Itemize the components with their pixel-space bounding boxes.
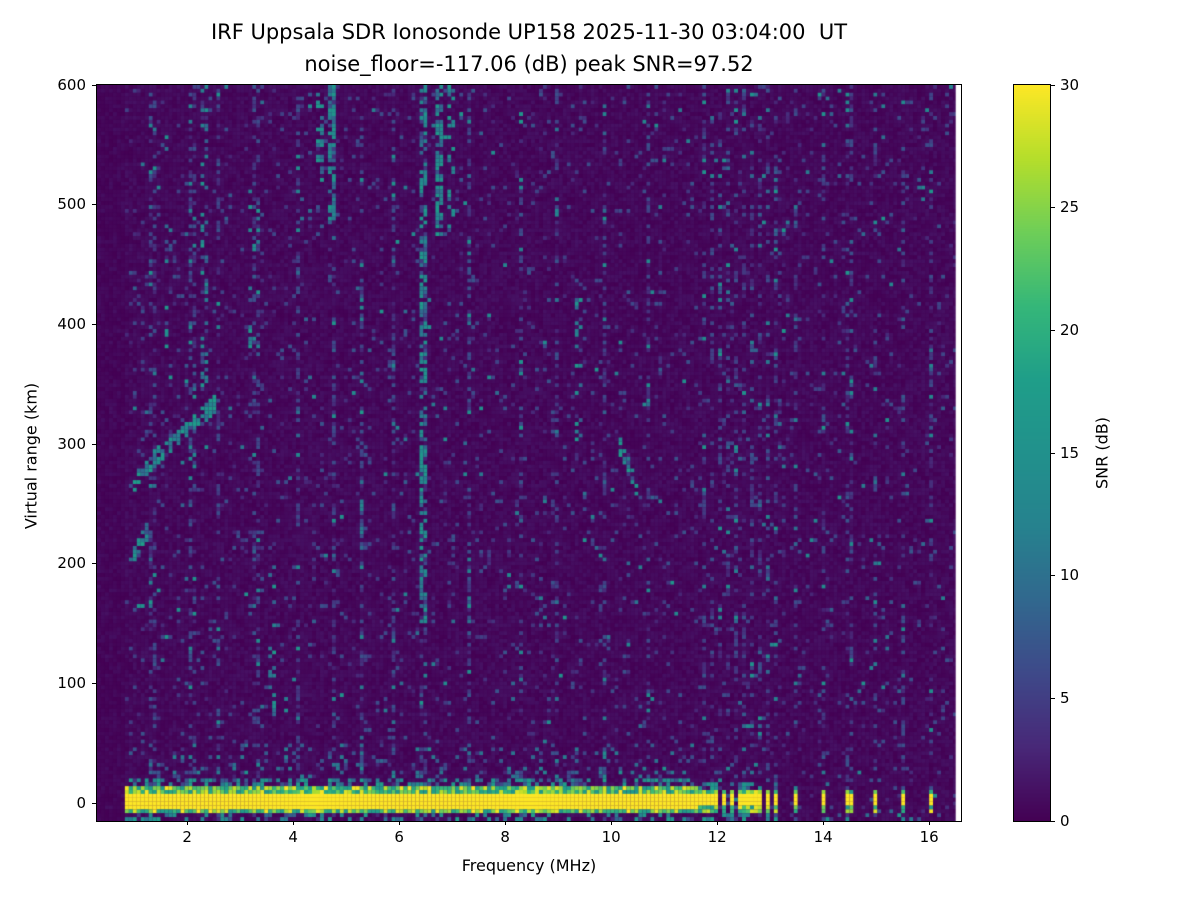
colorbar-tick-mark	[1051, 84, 1055, 86]
colorbar-tick-label: 5	[1060, 688, 1070, 707]
colorbar-gradient-canvas	[1014, 85, 1050, 821]
y-tick-label: 500	[57, 195, 86, 214]
colorbar-tick-mark	[1051, 820, 1055, 822]
y-tick-mark	[92, 563, 96, 565]
x-tick-mark	[928, 821, 930, 825]
y-tick-label: 600	[57, 75, 86, 94]
x-tick-mark	[504, 821, 506, 825]
x-axis-label: Frequency (MHz)	[461, 856, 597, 875]
x-tick-mark	[610, 821, 612, 825]
x-tick-label: 2	[182, 828, 192, 846]
y-tick-label: 0	[76, 793, 86, 812]
x-tick-label: 8	[500, 828, 510, 846]
x-tick-label: 16	[919, 828, 939, 846]
y-axis-label: Virtual range (km)	[21, 382, 41, 530]
x-tick-mark	[822, 821, 824, 825]
x-tick-label: 12	[707, 828, 727, 846]
plot-area	[96, 84, 962, 822]
colorbar-tick-label: 20	[1060, 320, 1080, 339]
chart-subtitle: noise_floor=-117.06 (dB) peak SNR=97.52	[304, 52, 754, 76]
colorbar-tick-label: 15	[1060, 443, 1080, 462]
colorbar-tick-mark	[1051, 329, 1055, 331]
y-tick-label: 200	[57, 554, 86, 573]
chart-title: IRF Uppsala SDR Ionosonde UP158 2025-11-…	[210, 20, 848, 44]
colorbar-tick-label: 30	[1060, 75, 1080, 94]
x-tick-mark	[186, 821, 188, 825]
y-tick-mark	[92, 443, 96, 445]
y-tick-mark	[92, 323, 96, 325]
colorbar-label: SNR (dB)	[1092, 417, 1112, 489]
x-tick-label: 6	[394, 828, 404, 846]
x-tick-label: 10	[601, 828, 621, 846]
colorbar-tick-mark	[1051, 575, 1055, 577]
y-tick-mark	[92, 682, 96, 684]
colorbar-tick-mark	[1051, 207, 1055, 209]
colorbar	[1013, 84, 1051, 822]
y-tick-label: 400	[57, 314, 86, 333]
y-tick-label: 300	[57, 434, 86, 453]
colorbar-tick-label: 10	[1060, 566, 1080, 585]
ionogram-heatmap-canvas	[97, 85, 961, 821]
colorbar-tick-mark	[1051, 452, 1055, 454]
y-tick-label: 100	[57, 673, 86, 692]
x-tick-mark	[292, 821, 294, 825]
colorbar-tick-label: 25	[1060, 198, 1080, 217]
x-tick-mark	[716, 821, 718, 825]
colorbar-tick-label: 0	[1060, 811, 1070, 830]
x-tick-label: 14	[813, 828, 833, 846]
y-tick-mark	[92, 84, 96, 86]
y-tick-mark	[92, 802, 96, 804]
x-tick-mark	[398, 821, 400, 825]
colorbar-tick-mark	[1051, 697, 1055, 699]
x-tick-label: 4	[288, 828, 298, 846]
y-tick-mark	[92, 204, 96, 206]
